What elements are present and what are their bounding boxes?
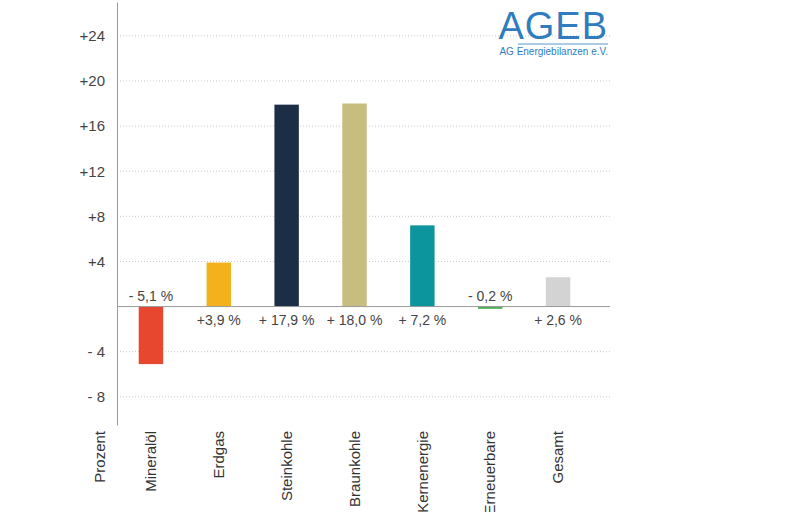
y-axis: - 8 - 4 +4 +8 +12 +16 +20 +24 [80,3,118,426]
data-label: + 7,2 % [398,312,446,328]
y-tick-label: +24 [80,27,105,44]
y-tick-label: +16 [80,117,105,134]
grid-line [117,80,610,81]
y-axis-line [117,3,118,426]
data-label: - 0,2 % [468,288,512,304]
x-tick-label: Erdgas [210,431,227,479]
grid [117,36,610,397]
logo-rule [518,44,608,45]
y-axis-label: Prozent [91,430,108,483]
grid-line [117,351,610,352]
bar [139,307,163,365]
bar [546,277,570,306]
x-tick-label: Gesamt [549,430,566,483]
baseline [117,306,610,307]
data-label: + 17,9 % [259,312,315,328]
data-label: + 2,6 % [534,312,582,328]
y-tick-label: +12 [80,163,105,180]
y-tick: +8 [88,208,117,225]
x-tick-label: Kernenergie [414,431,431,512]
data-label: - 5,1 % [129,288,173,304]
y-tick-label: - 4 [87,343,105,360]
x-axis: Mineralöl Erdgas Steinkohle Braunkohle Kerne… [142,430,566,512]
y-tick-label: +20 [80,72,105,89]
x-tick: Braunkohle [346,431,363,507]
x-tick: Kernenergie [414,431,431,512]
bar [342,104,366,307]
data-label: + 18,0 % [327,312,383,328]
x-tick: Mineralöl [142,431,159,492]
x-tick: Gesamt [549,430,566,483]
y-tick: +20 [80,72,117,89]
bar [207,263,231,307]
x-tick-label: Erneuerbare [481,431,498,512]
data-label: +3,9 % [197,312,241,328]
y-tick: - 8 [87,388,117,405]
y-tick-label: - 8 [87,388,105,405]
y-tick: +12 [80,163,117,180]
y-tick: +16 [80,117,117,134]
data-labels: - 5,1 % +3,9 % + 17,9 % + 18,0 % + 7,2 % - 0,… [129,288,582,328]
x-tick: Erneuerbare [481,431,498,512]
x-tick: Erdgas [210,431,227,479]
y-tick: +24 [80,27,117,44]
y-tick: - 4 [87,343,117,360]
chart: - 8 - 4 +4 +8 +12 +16 +20 +24 - 5,1 % +3,9 % + 17,… [0,0,800,512]
logo: AGEB [498,5,608,47]
x-tick: Steinkohle [278,431,295,501]
x-tick-label: Steinkohle [278,431,295,501]
logo-subtitle: AG Energiebilanzen e.V. [499,46,608,57]
y-tick-label: +4 [88,253,105,270]
grid-line [117,396,610,397]
x-tick-label: Braunkohle [346,431,363,507]
bar [410,225,434,306]
y-tick-label: +8 [88,208,105,225]
x-tick-label: Mineralöl [142,431,159,492]
y-tick: +4 [88,253,117,270]
bars [139,104,571,365]
bar [274,105,298,307]
